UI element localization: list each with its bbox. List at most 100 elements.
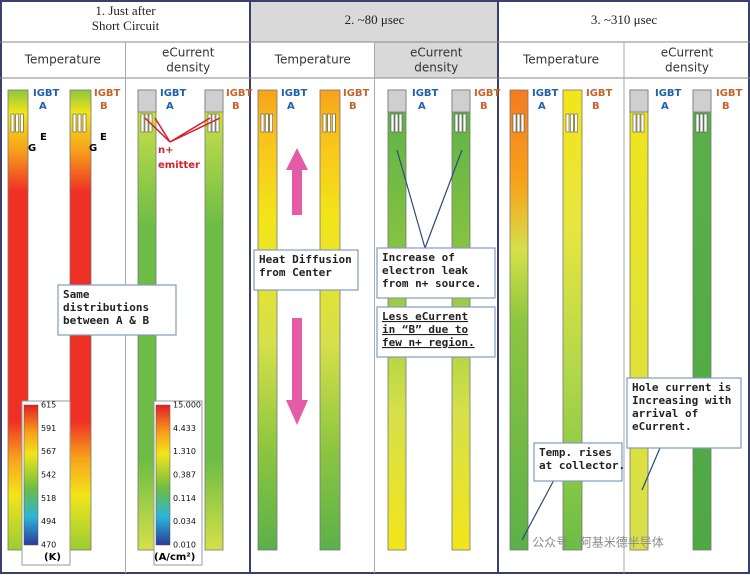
pointer xyxy=(169,117,221,143)
scale-tick: 1.310 xyxy=(173,447,196,456)
simulation-bar xyxy=(319,89,341,551)
device-label: A xyxy=(287,101,295,112)
trench-gate xyxy=(699,113,704,133)
color-scale xyxy=(23,404,39,546)
device-label: IGBT xyxy=(281,88,308,99)
device-cap xyxy=(629,89,649,113)
device-cap xyxy=(387,89,407,113)
arrow-up xyxy=(286,148,308,215)
pointer xyxy=(154,117,171,143)
header-shade xyxy=(375,42,497,78)
scale-tick: 0.114 xyxy=(173,494,196,503)
trench-gate xyxy=(458,113,463,133)
trench-gate xyxy=(82,113,87,133)
callout-text: Increasing with xyxy=(632,394,731,407)
column-header: eCurrent xyxy=(162,46,215,60)
device-cap xyxy=(451,89,471,113)
device-label: A xyxy=(39,101,47,112)
column-header: Temperature xyxy=(24,53,101,67)
callout-text: Temp. rises xyxy=(539,446,612,459)
device-label: IGBT xyxy=(532,88,559,99)
trench-gate xyxy=(77,113,82,133)
callout-text: Hole current is xyxy=(632,381,731,394)
callout-text: electron leak xyxy=(382,264,468,277)
callout-text: Less eCurrent xyxy=(382,310,468,323)
trench-gate xyxy=(140,113,145,133)
trench-gate xyxy=(144,113,149,133)
callout-box xyxy=(533,442,623,482)
panel-title: 3. ~310 μsec xyxy=(591,12,658,27)
pointer xyxy=(641,447,661,491)
callout-box xyxy=(626,377,742,449)
trench-gate xyxy=(15,113,19,133)
terminal-label: E xyxy=(40,132,47,143)
header-shade xyxy=(251,2,497,42)
scale-tick: 0.010 xyxy=(173,541,196,550)
trench-gate xyxy=(72,113,77,133)
callout-text: Heat Diffusion xyxy=(259,253,352,266)
column-header: eCurrent xyxy=(410,46,463,60)
scale-unit: (A/cm²) xyxy=(154,552,195,563)
device-cap xyxy=(137,89,157,113)
trench-gate xyxy=(512,113,517,133)
column-header: density xyxy=(166,61,210,75)
callout-text: at collector. xyxy=(539,459,625,472)
device-label: B xyxy=(592,101,600,112)
annotation: n+ xyxy=(158,145,174,156)
trench-gate xyxy=(703,113,708,133)
panel-title: Short Circuit xyxy=(92,18,160,33)
device-label: A xyxy=(661,101,669,112)
callout-text: Increase of xyxy=(382,251,455,264)
device-label: A xyxy=(418,101,426,112)
trench-gate xyxy=(462,113,467,133)
simulation-bar xyxy=(509,89,529,551)
callout-text: in “B” due to xyxy=(382,323,468,336)
simulation-bar xyxy=(692,89,712,551)
device-label: IGBT xyxy=(226,88,253,99)
trench-gate xyxy=(332,113,336,133)
column-header: Temperature xyxy=(274,53,351,67)
trench-gate xyxy=(260,113,265,133)
scale-tick: 4.433 xyxy=(173,424,196,433)
device-label: IGBT xyxy=(655,88,682,99)
device-cap xyxy=(692,89,712,113)
terminal-label: G xyxy=(28,143,36,154)
scale-tick: 0.034 xyxy=(173,517,196,526)
device-label: B xyxy=(232,101,240,112)
device-label: B xyxy=(349,101,357,112)
simulation-bar xyxy=(562,89,583,551)
trench-gate xyxy=(516,113,521,133)
device-label: A xyxy=(166,101,174,112)
device-cap xyxy=(204,89,224,113)
color-scale xyxy=(155,404,171,546)
device-label: IGBT xyxy=(94,88,121,99)
trench-gate xyxy=(574,113,578,133)
panel-title: 1. Just after xyxy=(95,3,156,18)
scale-tick: 15.000 xyxy=(173,401,201,410)
device-label: B xyxy=(100,101,108,112)
trench-gate xyxy=(20,113,24,133)
trench-gate xyxy=(632,113,637,133)
pointer xyxy=(521,477,556,541)
trench-gate xyxy=(695,113,700,133)
scale-tick: 494 xyxy=(41,517,56,526)
terminal-label: E xyxy=(100,132,107,143)
pointer xyxy=(144,117,171,143)
callout-text: arrival of xyxy=(632,407,698,420)
terminal-label: G xyxy=(89,143,97,154)
scale-tick: 0.387 xyxy=(173,471,196,480)
column-header: eCurrent xyxy=(661,46,714,60)
trench-gate xyxy=(10,113,15,133)
trench-gate xyxy=(322,113,327,133)
column-header: density xyxy=(414,61,458,75)
device-label: B xyxy=(722,101,730,112)
trench-gate xyxy=(269,113,273,133)
panel-title: 2. ~80 μsec xyxy=(345,12,405,27)
annotation: emitter xyxy=(158,160,200,171)
device-label: A xyxy=(538,101,546,112)
trench-gate xyxy=(265,113,269,133)
pointer xyxy=(396,149,426,249)
device-label: IGBT xyxy=(160,88,187,99)
callout-text: from n+ source. xyxy=(382,277,481,290)
callout-box xyxy=(376,247,496,299)
